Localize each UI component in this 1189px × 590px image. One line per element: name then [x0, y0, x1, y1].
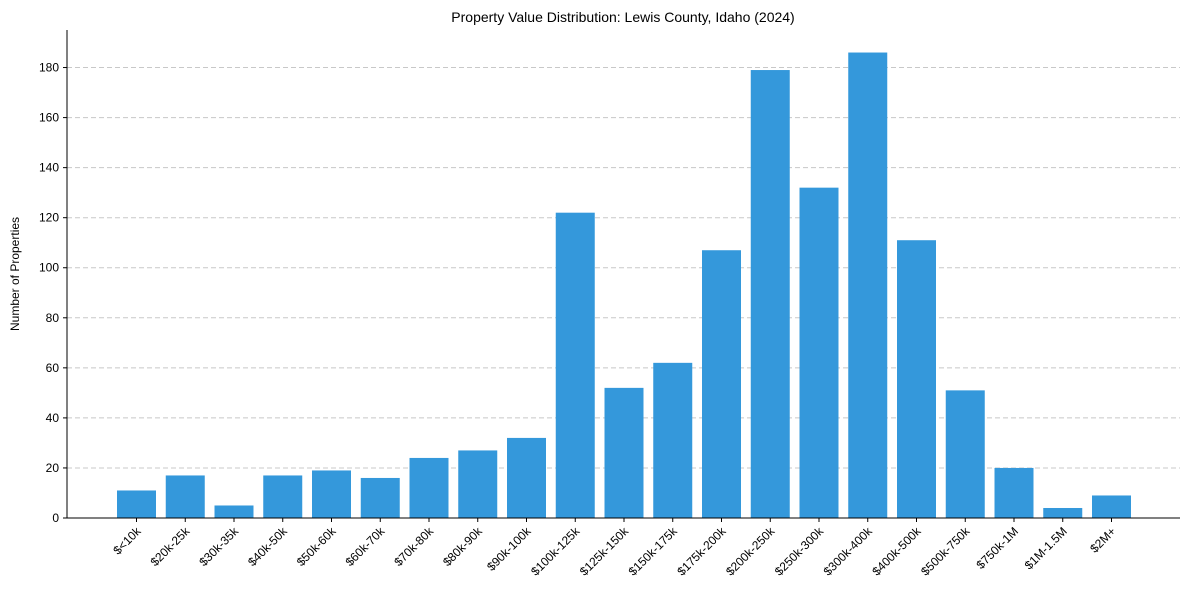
x-tick-label: $300k-400k [821, 524, 876, 579]
x-tick-label: $70k-80k [391, 524, 437, 570]
x-tick-label: $40k-50k [245, 524, 291, 570]
x-ticks: $<10k $20k-25k $30k-35k $40k-50k $50k-60k $60… [110, 518, 1119, 579]
y-tick-label: 160 [39, 111, 59, 125]
x-tick-label: $<10k [110, 524, 144, 558]
bar [1092, 495, 1131, 518]
x-tick-label: $100k-125k [528, 524, 583, 579]
bar [165, 475, 205, 518]
x-tick-label: $80k-90k [440, 524, 486, 570]
bars [117, 52, 1131, 519]
bar [604, 387, 644, 518]
x-tick-label: $200k-250k [723, 524, 778, 579]
bar [653, 362, 693, 518]
bar [312, 470, 351, 518]
x-tick-label: $20k-25k [148, 524, 194, 570]
x-tick-label: $400k-500k [869, 524, 924, 579]
x-tick-label: $50k-60k [294, 524, 340, 570]
bar [945, 390, 985, 518]
y-tick-label: 40 [46, 411, 60, 425]
bar [507, 437, 546, 518]
bar [799, 187, 839, 518]
x-tick-label: $150k-175k [626, 524, 681, 579]
bar [555, 212, 595, 518]
bar [360, 477, 400, 518]
bar [214, 505, 254, 518]
bar [702, 250, 741, 518]
y-tick-label: 100 [39, 261, 59, 275]
bar [897, 240, 936, 518]
y-tick-label: 140 [39, 161, 59, 175]
x-tick-label: $250k-300k [772, 524, 827, 579]
y-tick-label: 180 [39, 61, 59, 75]
chart-title: Property Value Distribution: Lewis Count… [451, 9, 794, 25]
y-tick-label: 60 [46, 361, 60, 375]
bar [750, 70, 790, 519]
y-tick-label: 80 [46, 311, 60, 325]
x-tick-label: $90k-100k [484, 524, 534, 574]
y-axis-label: Number of Properties [8, 217, 22, 331]
bar [263, 475, 303, 518]
bar [848, 52, 888, 519]
x-tick-label: $125k-150k [577, 524, 632, 579]
x-tick-label: $2M+ [1087, 524, 1118, 555]
x-tick-label: $30k-35k [196, 524, 242, 570]
bar [409, 457, 449, 518]
x-tick-label: $175k-200k [674, 524, 729, 579]
y-tick-label: 120 [39, 211, 59, 225]
bar [458, 450, 498, 518]
x-tick-label: $60k-70k [343, 524, 389, 570]
bar [117, 490, 156, 518]
bar [1043, 507, 1083, 518]
y-tick-label: 20 [46, 461, 60, 475]
x-tick-label: $1M-1.5M [1022, 524, 1070, 572]
y-tick-label: 0 [52, 511, 59, 525]
x-tick-label: $750k-1M [973, 524, 1021, 572]
bar [994, 467, 1034, 518]
x-tick-label: $500k-750k [918, 524, 973, 579]
y-ticks: 0 20 40 60 80 100 120 140 160 180 [39, 61, 67, 525]
